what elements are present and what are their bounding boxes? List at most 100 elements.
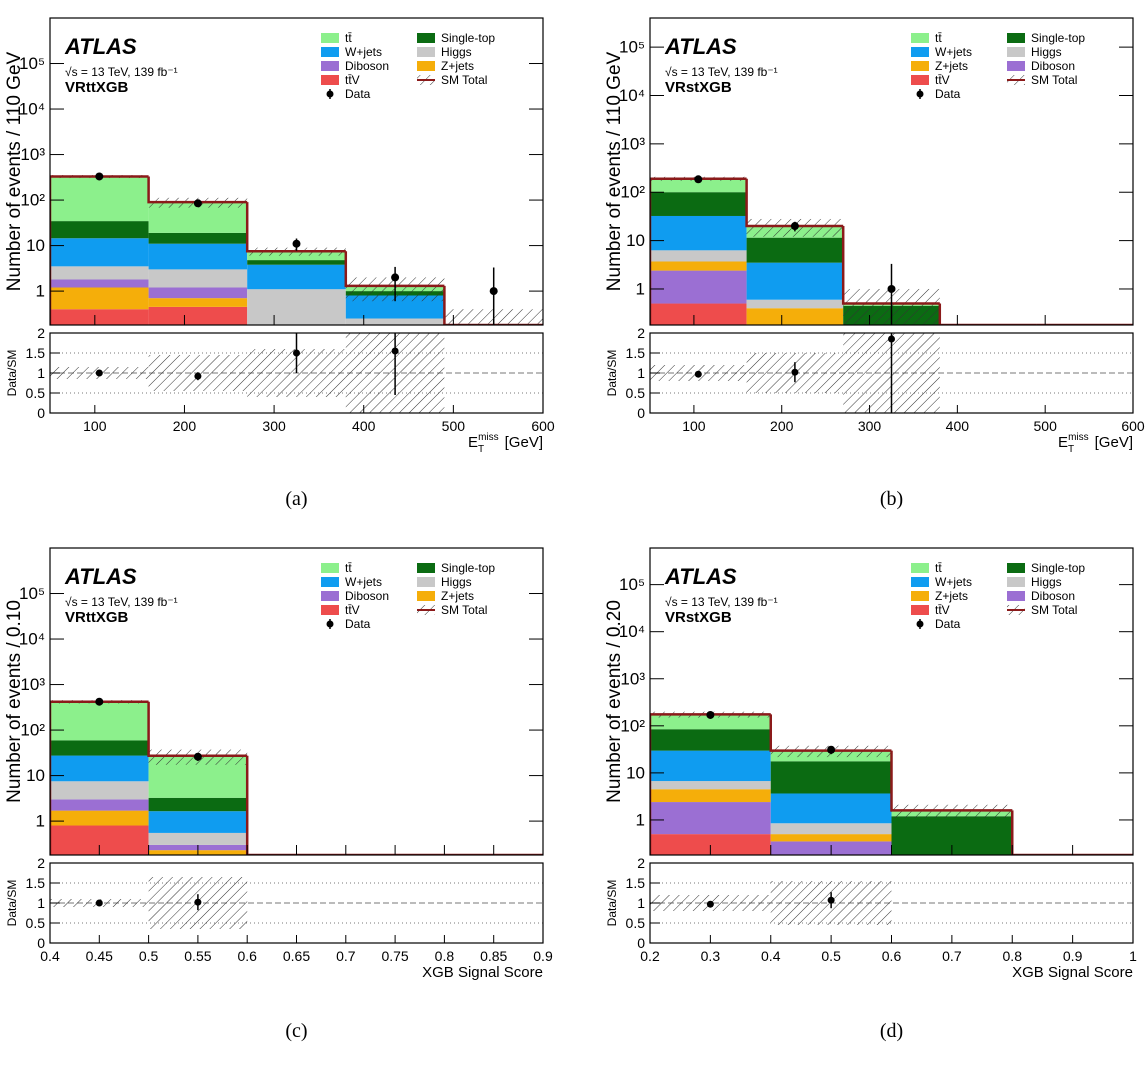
stack-segment [50, 238, 149, 267]
legend-swatch [1007, 563, 1025, 573]
legend-label: Z+jets [935, 59, 968, 73]
sm-total-line [147, 701, 248, 758]
ratio-point [95, 369, 103, 377]
stack-segment [50, 287, 149, 310]
legend-label: Single-top [1031, 31, 1085, 45]
legend-swatch [911, 33, 929, 43]
sm-total-line [745, 178, 844, 228]
stack-segment [650, 781, 771, 790]
legend-label: Data [345, 87, 371, 101]
legend-label: tt̄V [345, 603, 360, 617]
sm-total-line [1011, 810, 1133, 855]
legend-swatch [321, 47, 339, 57]
stack-segment [50, 740, 149, 756]
x-tick-label: 400 [352, 418, 376, 434]
ratio-axis-title: Data/SM [5, 350, 19, 397]
main-plot [650, 710, 1133, 855]
ratio-y-tick-label: 2 [37, 855, 45, 871]
legend-swatch [417, 563, 435, 573]
x-tick-label: 0.55 [184, 948, 211, 964]
energy-label: √s = 13 TeV, 139 fb⁻¹ [665, 65, 778, 79]
legend-label: tt̄ [935, 31, 942, 45]
y-tick-label: 10⁵ [619, 38, 645, 57]
legend-swatch [326, 620, 334, 628]
x-tick-label: 400 [946, 418, 970, 434]
x-tick-label: 0.6 [882, 948, 902, 964]
experiment-label: ATLAS [64, 564, 137, 589]
data-point [790, 222, 799, 231]
legend-label: SM Total [1031, 73, 1077, 87]
ratio-plot [650, 881, 1133, 925]
y-tick-label: 10³ [20, 675, 45, 694]
x-tick-label: 1 [1129, 948, 1137, 964]
stack-segment [50, 279, 149, 288]
stack-segment [650, 261, 747, 271]
x-axis-unit: [GeV] [1095, 434, 1133, 451]
legend-label: Z+jets [441, 589, 474, 603]
stack-segment [50, 701, 149, 741]
ratio-point [194, 898, 202, 906]
stack-segment [148, 232, 248, 244]
sm-total-line [344, 251, 445, 288]
panel-caption: (b) [880, 488, 903, 510]
sm-total-line [443, 285, 543, 325]
legend-label: SM Total [1031, 603, 1077, 617]
ratio-point [706, 900, 714, 908]
legend-swatch [321, 33, 339, 43]
legend-label: Diboson [345, 59, 389, 73]
panel-caption: (a) [285, 488, 307, 510]
experiment-label: ATLAS [664, 34, 737, 59]
sm-total-line [50, 175, 149, 325]
legend-swatch [326, 90, 334, 98]
x-axis-title: ETmiss [GeV] [1058, 432, 1133, 455]
panel-caption: (d) [880, 1020, 903, 1042]
legend-swatch [916, 90, 924, 98]
stack-segment [148, 287, 248, 299]
y-tick-label: 10⁴ [619, 622, 645, 641]
legend-label: tt̄V [935, 603, 950, 617]
x-tick-label: 500 [442, 418, 466, 434]
y-tick-label: 10 [26, 766, 45, 785]
legend-swatch [321, 75, 339, 85]
ratio-y-tick-label: 0.5 [26, 385, 46, 401]
y-tick-label: 10 [26, 236, 45, 255]
x-axis-superscript: miss [478, 432, 499, 443]
x-axis-unit: [GeV] [505, 434, 543, 451]
stack-segment [247, 264, 346, 290]
ratio-axis-title: Data/SM [5, 880, 19, 927]
stack-segment [650, 834, 771, 855]
stack-segment [650, 215, 747, 251]
legend-label: Higgs [441, 575, 472, 589]
x-tick-label: 100 [682, 418, 706, 434]
y-axis-title: Number of events / 110 GeV [4, 51, 25, 291]
sm-total-line [650, 713, 771, 855]
x-tick-label: 100 [83, 418, 107, 434]
stack-segment [345, 318, 445, 325]
ratio-y-tick-label: 1.5 [626, 875, 646, 891]
ratio-point [95, 899, 103, 907]
x-tick-label: 0.45 [86, 948, 113, 964]
x-tick-label: 0.8 [435, 948, 455, 964]
ratio-y-tick-label: 2 [637, 855, 645, 871]
legend-label: Data [935, 87, 961, 101]
stack-segment [50, 266, 149, 280]
legend-label: Data [935, 617, 961, 631]
legend-swatch [321, 577, 339, 587]
x-tick-label: 0.4 [40, 948, 60, 964]
x-axis-title: XGB Signal Score [1012, 964, 1133, 981]
stack-segment [50, 781, 149, 800]
ratio-y-tick-label: 1.5 [26, 345, 46, 361]
x-axis-symbol: E [1058, 434, 1068, 451]
x-axis-title: ETmiss [GeV] [468, 432, 543, 455]
stack-segment [770, 834, 892, 842]
panel-caption: (c) [285, 1020, 307, 1042]
legend-swatch [911, 563, 929, 573]
ratio-axis-title: Data/SM [605, 350, 619, 397]
legend-label: W+jets [935, 575, 972, 589]
sm-total-line [650, 177, 747, 325]
stack-segment [148, 832, 248, 845]
x-tick-label: 600 [531, 418, 555, 434]
legend-label: Diboson [1031, 589, 1075, 603]
ratio-y-tick-label: 0 [637, 935, 645, 951]
main-plot [650, 175, 1133, 325]
